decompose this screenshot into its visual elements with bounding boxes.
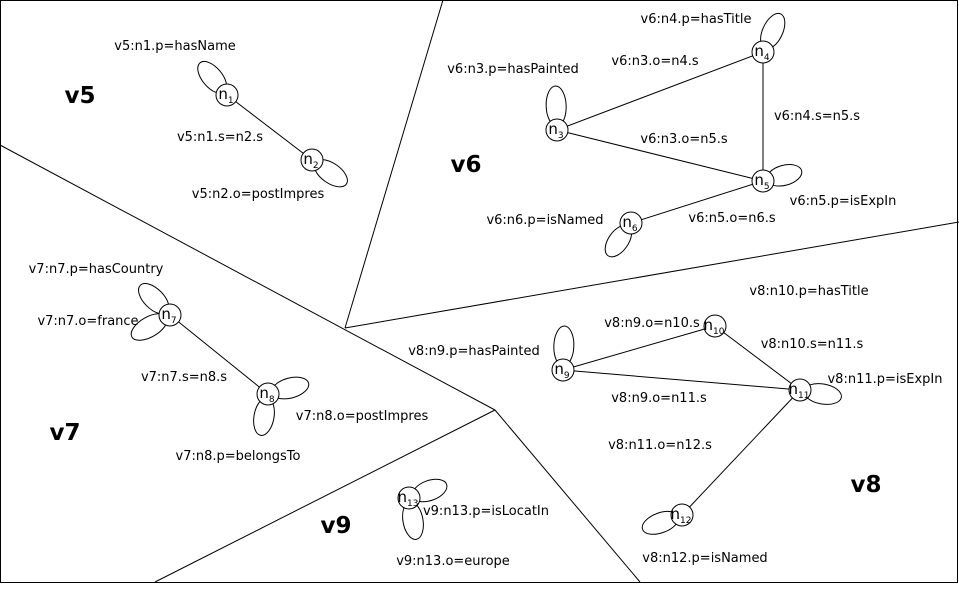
edge bbox=[226, 94, 313, 161]
node-index: 12 bbox=[680, 516, 691, 526]
annotation: v6:n5.o=n6.s bbox=[688, 211, 775, 226]
node bbox=[256, 382, 280, 406]
node bbox=[300, 148, 324, 172]
node-letter: n bbox=[789, 380, 799, 398]
node bbox=[619, 211, 643, 235]
annotation: v7:n7.p=hasCountry bbox=[29, 262, 164, 277]
node-label: n5 bbox=[754, 171, 769, 192]
region-label: v5 bbox=[65, 83, 96, 109]
region-label: v6 bbox=[451, 152, 482, 178]
node-label: n6 bbox=[622, 213, 638, 234]
node-label: n10 bbox=[704, 316, 725, 337]
node-letter: n bbox=[754, 171, 764, 189]
node-label: n7 bbox=[161, 305, 176, 326]
node-index: 1 bbox=[228, 96, 234, 106]
node-letter: n bbox=[548, 120, 558, 138]
node-index: 10 bbox=[713, 327, 725, 337]
annotation: v6:n3.o=n5.s bbox=[640, 132, 727, 147]
node-index: 2 bbox=[313, 161, 319, 171]
region-label: v8 bbox=[851, 472, 882, 498]
node bbox=[158, 303, 182, 327]
node-letter: n bbox=[704, 316, 714, 334]
annotation: v8:n12.p=isNamed bbox=[642, 551, 767, 566]
edge bbox=[681, 389, 801, 516]
annotation: v8:n11.p=isExpIn bbox=[827, 372, 942, 387]
node-index: 4 bbox=[764, 53, 770, 63]
annotation: v5:n1.p=hasName bbox=[114, 39, 235, 54]
node-label: n2 bbox=[303, 150, 318, 171]
node bbox=[551, 358, 575, 382]
region-label: v7 bbox=[50, 420, 81, 446]
annotation: v8:n10.p=hasTitle bbox=[749, 284, 868, 299]
annotation: v6:n3.o=n4.s bbox=[611, 54, 698, 69]
node-letter: n bbox=[671, 505, 681, 523]
annotation: v6:n5.p=isExpIn bbox=[790, 194, 897, 209]
boundary bbox=[0, 144, 496, 411]
annotation: v5:n2.o=postImpres bbox=[192, 187, 325, 202]
node bbox=[751, 40, 775, 64]
node-letter: n bbox=[554, 360, 564, 378]
node-index: 3 bbox=[558, 131, 564, 141]
edge bbox=[630, 180, 764, 224]
node-letter: n bbox=[303, 150, 313, 168]
node-label: n3 bbox=[548, 120, 563, 141]
node bbox=[788, 378, 812, 402]
edge bbox=[714, 325, 801, 391]
annotation: v8:n9.o=n10.s bbox=[604, 316, 700, 331]
annotation: v9:n13.o=europe bbox=[396, 554, 510, 569]
annotation: v8:n9.o=n11.s bbox=[611, 391, 707, 406]
annotation: v6:n3.p=hasPainted bbox=[447, 62, 579, 77]
boundary bbox=[344, 221, 959, 329]
annotation: v5:n1.s=n2.s bbox=[177, 130, 263, 145]
node-label: n1 bbox=[218, 85, 233, 106]
annotation: v8:n11.o=n12.s bbox=[608, 438, 712, 453]
annotation: v8:n10.s=n11.s bbox=[761, 337, 864, 352]
annotation: v7:n7.s=n8.s bbox=[141, 370, 227, 385]
annotation: v8:n9.p=hasPainted bbox=[408, 344, 540, 359]
node-label: n13 bbox=[398, 488, 419, 509]
edge bbox=[556, 129, 764, 182]
node-label: n4 bbox=[754, 42, 770, 63]
node-letter: n bbox=[622, 213, 632, 231]
node-index: 5 bbox=[764, 182, 770, 192]
node-index: 11 bbox=[798, 391, 809, 401]
node-index: 9 bbox=[564, 371, 570, 381]
boundary bbox=[494, 409, 641, 583]
node bbox=[545, 118, 569, 142]
edge bbox=[562, 325, 716, 371]
node-index: 6 bbox=[632, 224, 638, 234]
node-label: n8 bbox=[259, 384, 275, 405]
node-letter: n bbox=[754, 42, 764, 60]
node bbox=[670, 503, 694, 527]
node-letter: n bbox=[398, 488, 408, 506]
annotation: v7:n8.o=postImpres bbox=[296, 409, 429, 424]
annotation: v7:n8.p=belongsTo bbox=[176, 449, 301, 464]
annotation: v7:n7.o=france bbox=[37, 314, 138, 329]
node bbox=[751, 169, 775, 193]
node bbox=[215, 83, 239, 107]
node-index: 7 bbox=[171, 316, 177, 326]
region-label: v9 bbox=[321, 513, 352, 539]
node-letter: n bbox=[218, 85, 228, 103]
node-letter: n bbox=[259, 384, 269, 402]
node bbox=[703, 314, 727, 338]
annotation: v9:n13.p=isLocatIn bbox=[423, 504, 549, 519]
edge bbox=[556, 51, 764, 131]
node-index: 8 bbox=[269, 395, 275, 405]
node-label: n12 bbox=[671, 505, 692, 526]
annotation: v6:n4.s=n5.s bbox=[774, 109, 860, 124]
boundary bbox=[154, 409, 496, 583]
boundary bbox=[344, 0, 444, 329]
node-label: n9 bbox=[554, 360, 570, 381]
edge bbox=[562, 369, 801, 391]
node-index: 13 bbox=[407, 499, 418, 509]
annotation: v6:n6.p=isNamed bbox=[486, 213, 603, 228]
node-letter: n bbox=[161, 305, 171, 323]
node bbox=[397, 486, 421, 510]
annotation: v6:n4.p=hasTitle bbox=[641, 12, 752, 27]
edge bbox=[169, 314, 269, 395]
node-label: n11 bbox=[789, 380, 810, 401]
